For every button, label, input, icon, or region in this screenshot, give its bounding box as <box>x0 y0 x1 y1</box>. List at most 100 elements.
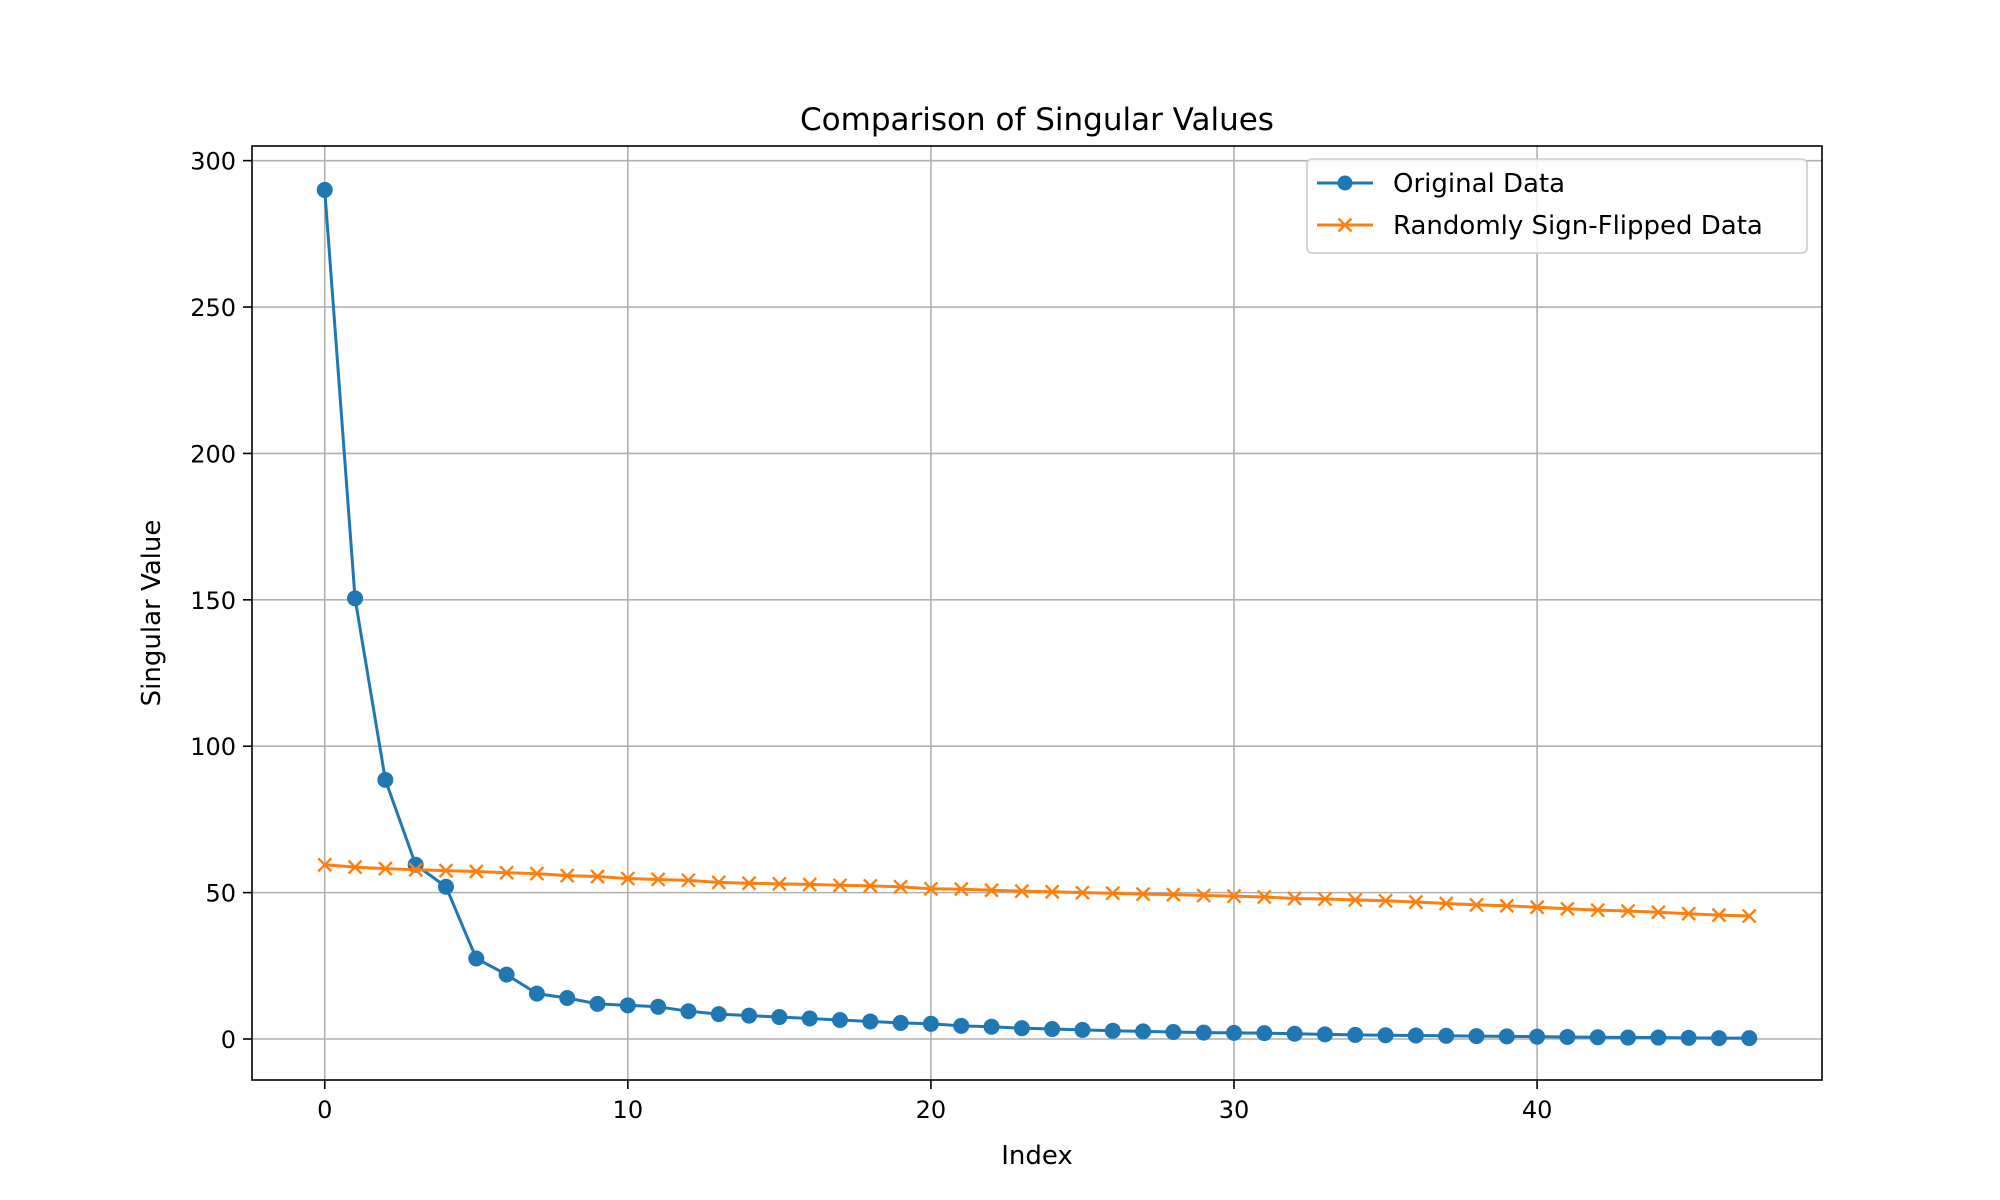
data-point <box>559 868 575 883</box>
data-point <box>589 995 606 1012</box>
data-point <box>1135 1023 1152 1040</box>
data-point <box>1559 1028 1576 1045</box>
data-point <box>1710 1030 1727 1047</box>
legend-marker <box>1337 175 1353 191</box>
data-point <box>1165 1023 1182 1040</box>
legend-item: Original Data <box>1317 169 1565 199</box>
y-axis-label: Singular Value <box>137 520 167 707</box>
data-point <box>1256 1025 1273 1042</box>
data-point <box>831 1011 848 1028</box>
data-point <box>1498 1028 1515 1045</box>
data-point <box>892 1014 909 1031</box>
data-point <box>832 877 848 893</box>
x-tick-label: 0 <box>317 1096 332 1124</box>
y-tick-label: 100 <box>190 733 236 761</box>
data-point <box>468 950 485 967</box>
data-point <box>498 966 515 983</box>
legend-marker <box>1337 217 1353 233</box>
data-point <box>711 875 727 890</box>
data-point <box>1378 893 1393 909</box>
legend: Original Data Randomly Sign-Flipped Data <box>1306 158 1808 254</box>
data-point <box>590 869 605 884</box>
data-point <box>650 998 667 1015</box>
data-point <box>801 1010 818 1027</box>
data-point <box>680 1003 697 1020</box>
data-point <box>1347 892 1363 908</box>
data-point <box>1286 1025 1303 1042</box>
ticks: 0 10 20 30 40 0 50 100 150 200 250 300 <box>190 148 1552 1124</box>
data-point <box>378 861 393 876</box>
data-point <box>923 881 939 897</box>
data-point <box>1104 1022 1121 1039</box>
data-point <box>1013 1020 1030 1037</box>
data-point <box>953 881 969 897</box>
data-point <box>438 863 454 879</box>
data-point <box>1075 885 1090 900</box>
data-point <box>893 879 908 895</box>
data-point <box>1407 1027 1424 1044</box>
data-point <box>1256 889 1272 905</box>
data-point <box>1408 894 1424 910</box>
data-point <box>1681 906 1696 922</box>
data-point <box>1044 884 1060 900</box>
data-point <box>559 990 576 1007</box>
data-point <box>1499 898 1515 914</box>
x-tick-label: 20 <box>916 1096 947 1124</box>
data-point <box>620 871 636 886</box>
data-point <box>681 872 696 888</box>
series-randomly-sign-flipped-data <box>317 857 1757 924</box>
x-axis-label: Index <box>1001 1141 1073 1171</box>
data-point <box>953 1017 970 1034</box>
data-point <box>1529 899 1545 915</box>
data-point <box>1741 1030 1758 1047</box>
y-tick-label: 0 <box>221 1026 236 1054</box>
legend-box <box>1306 158 1808 254</box>
data-point <box>1074 1021 1091 1038</box>
data-point <box>862 878 878 894</box>
series-line <box>324 863 1750 918</box>
data-point <box>437 878 454 895</box>
series-layer <box>316 181 1758 1047</box>
data-point <box>1287 891 1302 906</box>
data-point <box>771 1009 788 1026</box>
legend-label: Original Data <box>1393 169 1565 199</box>
x-tick-label: 10 <box>613 1096 644 1124</box>
data-point <box>1468 1028 1485 1045</box>
data-point <box>1680 1029 1697 1046</box>
x-tick-label: 30 <box>1219 1096 1250 1124</box>
data-point <box>1317 891 1333 907</box>
data-point <box>650 872 666 887</box>
data-point <box>347 859 363 875</box>
y-tick-label: 50 <box>205 880 236 908</box>
data-point <box>862 1013 879 1030</box>
y-tick-label: 300 <box>190 148 236 176</box>
data-point <box>1166 887 1181 903</box>
data-point <box>1620 903 1636 919</box>
data-point <box>1469 897 1484 913</box>
legend-item: Randomly Sign-Flipped Data <box>1317 211 1763 241</box>
chart-title: Comparison of Singular Values <box>800 102 1274 138</box>
data-point <box>1044 1021 1061 1038</box>
series-original-data <box>316 181 1758 1047</box>
legend-label: Randomly Sign-Flipped Data <box>1393 211 1763 241</box>
data-point <box>802 877 818 892</box>
data-point <box>984 882 999 898</box>
data-point <box>1438 896 1454 911</box>
data-point <box>317 857 333 873</box>
data-point <box>1438 1027 1455 1044</box>
data-point <box>1014 883 1030 899</box>
x-tick-label: 40 <box>1522 1096 1553 1124</box>
data-point <box>1560 901 1575 917</box>
data-point <box>1589 1029 1606 1046</box>
data-point <box>1741 908 1757 924</box>
data-point <box>1196 888 1212 903</box>
data-point <box>316 181 333 198</box>
data-point <box>499 865 514 881</box>
data-point <box>529 866 545 881</box>
data-point <box>983 1018 1000 1035</box>
data-point <box>1529 1028 1546 1045</box>
data-point <box>1650 1029 1667 1046</box>
data-point <box>468 864 484 879</box>
data-point <box>1135 886 1151 902</box>
